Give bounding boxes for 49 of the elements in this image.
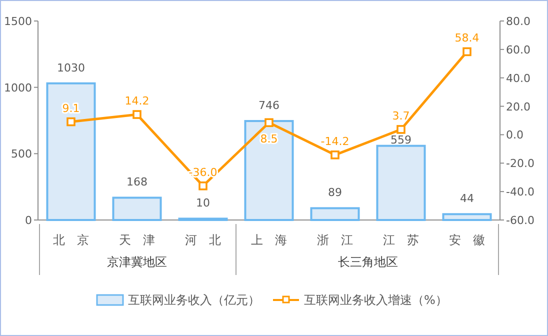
x-tick-label: 北 京 <box>53 233 89 247</box>
data-label: 559 <box>390 133 412 146</box>
data-label: -14.2 <box>320 134 350 148</box>
data-label: 58.4 <box>454 32 480 45</box>
x-tick-label: 浙 江 <box>317 233 353 247</box>
text: 京津冀地区 <box>107 255 167 269</box>
y2-tick-label: 80.0 <box>506 15 530 28</box>
point <box>264 118 274 128</box>
legend-label: 互联网业务收入增速（%） <box>304 293 448 307</box>
point <box>330 150 340 160</box>
data-label: 10 <box>196 196 210 210</box>
x-tick-label: 江 苏 <box>383 233 419 247</box>
legend-label: 互联网业务收入（亿元） <box>128 293 260 307</box>
data-label: 89 <box>328 186 342 200</box>
text: 长三角地区 <box>338 255 398 269</box>
y-tick-label: 1500 <box>4 15 32 28</box>
point <box>462 47 472 56</box>
bar <box>112 196 162 221</box>
y2-tick-label: 20.0 <box>506 100 530 114</box>
y-tick-label: 0 <box>25 214 32 227</box>
bar <box>244 120 294 221</box>
point <box>396 125 406 134</box>
data-label: 168 <box>126 176 148 189</box>
y2-tick-label: 0.0 <box>506 128 524 142</box>
y2-tick-label: 60.0 <box>506 43 530 56</box>
data-label: 9.1 <box>62 102 80 115</box>
x-tick-label: 上 海 <box>251 233 287 247</box>
y-tick-label: 500 <box>11 148 32 161</box>
point <box>198 181 208 190</box>
bar <box>310 207 360 221</box>
y2-tick-label: -40.0 <box>506 186 534 199</box>
x-tick-label: 天 津 <box>119 233 155 247</box>
bar <box>376 144 426 221</box>
point <box>66 117 76 126</box>
data-label: 8.5 <box>260 132 278 146</box>
x-tick-label: 河 北 <box>185 233 221 247</box>
bar <box>46 82 96 221</box>
data-label: 44 <box>460 192 474 206</box>
point <box>132 110 142 119</box>
bar <box>442 213 492 221</box>
x-tick-label: 安 徽 <box>449 233 485 247</box>
y-tick-label: 1000 <box>4 81 32 94</box>
y2-tick-label: -20.0 <box>506 157 534 170</box>
y2-tick-label: -60.0 <box>506 214 534 227</box>
data-label: 746 <box>258 99 280 112</box>
data-label: 1030 <box>57 61 85 74</box>
data-label: 14.2 <box>124 94 150 108</box>
y2-tick-label: 40.0 <box>506 72 530 85</box>
data-label: 3.7 <box>392 109 410 122</box>
